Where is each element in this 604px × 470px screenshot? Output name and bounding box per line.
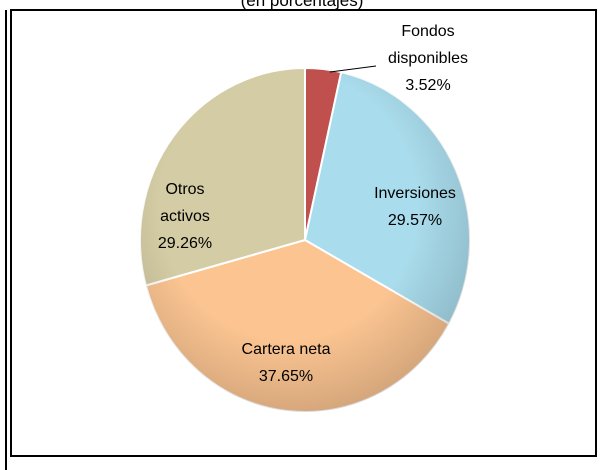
category-label: Fondos disponibles — [387, 23, 469, 67]
leader-line — [329, 65, 377, 73]
slice-label: Cartera neta 37.65% — [241, 336, 331, 390]
category-label: Cartera neta — [241, 341, 331, 358]
value-label: 3.52% — [405, 77, 451, 94]
slice-label: Fondos disponibles 3.52% — [373, 18, 483, 99]
frame — [10, 9, 597, 457]
value-label: 29.26% — [157, 235, 213, 252]
subtitle: (en porcentajes) — [241, 0, 364, 10]
value-label: 29.57% — [387, 212, 443, 229]
slice-label: Inversiones 29.57% — [350, 180, 480, 234]
category-label: Otros activos — [160, 181, 210, 225]
value-label: 37.65% — [258, 368, 314, 385]
slice-label: Otros activos 29.26% — [145, 176, 225, 257]
category-label: Inversiones — [374, 185, 456, 202]
